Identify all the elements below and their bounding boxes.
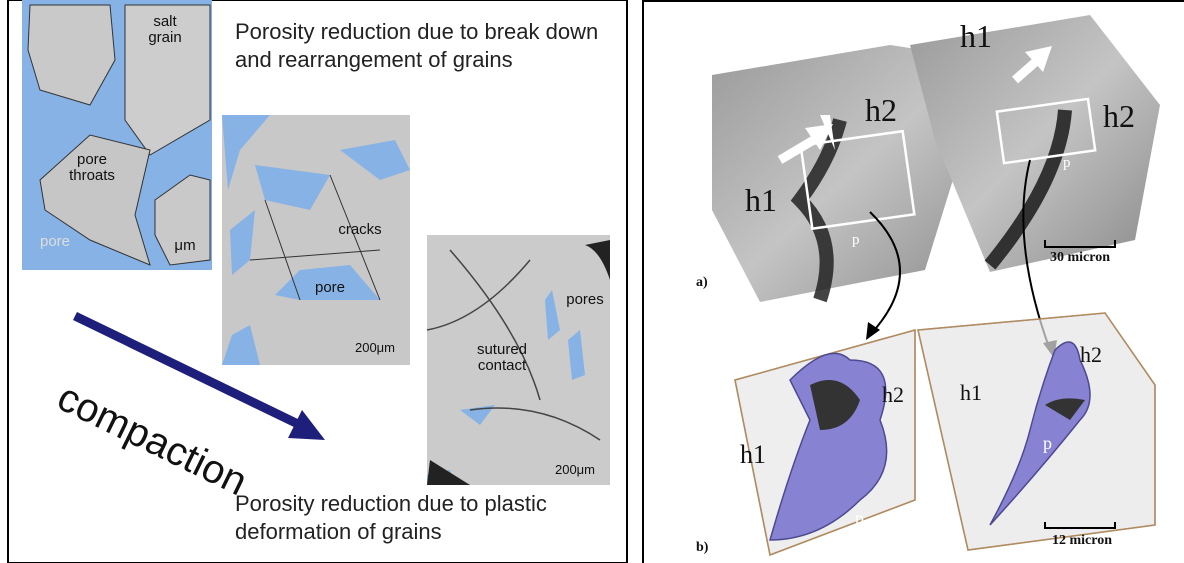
image-label: pores	[560, 292, 610, 308]
caption-bottom: Porosity reduction due to plastic deform…	[235, 490, 625, 546]
image-label: salt grain	[140, 14, 190, 46]
layer-label: p	[852, 232, 860, 249]
image-label: pore	[35, 234, 75, 250]
panel-label: b)	[696, 540, 708, 556]
block-a2	[910, 15, 1160, 272]
image-label: μm	[170, 238, 200, 254]
scale-label: 30 micron	[1050, 250, 1110, 266]
micrograph-2	[222, 115, 410, 365]
panel-label: a)	[696, 275, 708, 291]
layer-label: h1	[960, 18, 992, 55]
layer-label: h2	[1103, 98, 1135, 135]
artwork	[0, 0, 1184, 563]
layer-label: h2	[865, 92, 897, 129]
image-label: 200μm	[345, 340, 405, 356]
layer-label: h1	[740, 440, 766, 470]
layer-label: h2	[1080, 342, 1102, 368]
layer-label: h1	[960, 380, 982, 406]
figure: Porosity reduction due to break down and…	[0, 0, 1184, 563]
image-label: cracks	[330, 222, 390, 238]
layer-label: p	[1063, 155, 1071, 172]
layer-label: h1	[745, 182, 777, 219]
image-label: 200μm	[545, 462, 605, 478]
caption-top: Porosity reduction due to break down and…	[235, 18, 630, 74]
layer-label: p	[1043, 433, 1052, 454]
layer-label: h2	[882, 382, 904, 408]
scale-label: 12 micron	[1052, 533, 1112, 549]
image-label: pore	[305, 280, 355, 296]
image-label: sutured contact	[462, 342, 542, 374]
image-label: pore throats	[62, 152, 122, 184]
layer-label: p	[855, 508, 864, 529]
block-b2	[918, 313, 1155, 550]
